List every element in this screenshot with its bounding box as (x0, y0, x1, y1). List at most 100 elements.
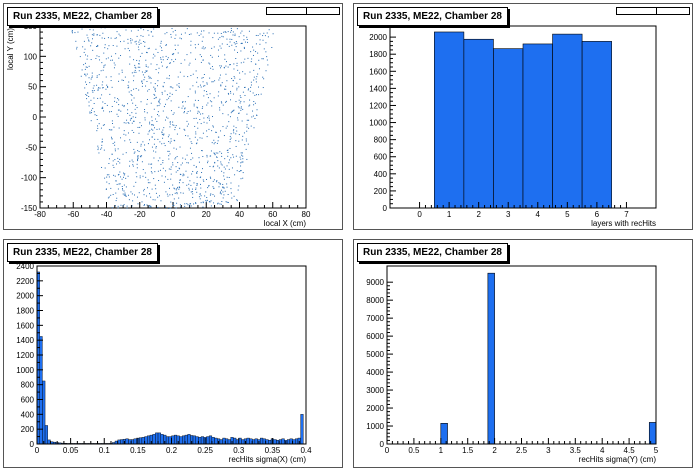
scatter-point (177, 44, 179, 46)
scatter-point (123, 172, 125, 174)
scatter-point (84, 73, 86, 75)
scatter-point (202, 113, 204, 115)
scatter-point (107, 86, 109, 88)
scatter-point (127, 38, 129, 40)
y-tick-label: 1400 (369, 84, 387, 93)
scatter-point (181, 107, 183, 109)
scatter-point (224, 190, 226, 192)
scatter-point (208, 115, 210, 117)
scatter-point (242, 108, 244, 110)
scatter-point (152, 57, 154, 59)
scatter-point (111, 153, 113, 155)
scatter-point (246, 126, 248, 128)
scatter-point (182, 157, 184, 159)
scatter-point (218, 186, 220, 188)
scatter-point (200, 187, 202, 189)
y-tick-label: 600 (21, 396, 35, 405)
scatter-point (129, 139, 131, 141)
chart-local-xy: -80 -60 -40 -20 0 20 40 60 80-150-100-5005010015… (6, 22, 311, 228)
pad-sigma-x: 0 0.05 0.1 0.15 0.2 0.25 0.3 0.35 0.4 0 200 400 600 8… (3, 239, 343, 468)
scatter-point (117, 205, 119, 207)
y-tick-label: 800 (21, 381, 35, 390)
scatter-point (221, 35, 223, 37)
scatter-point (221, 170, 223, 172)
scatter-point (195, 117, 197, 119)
histogram-bar (152, 434, 156, 445)
scatter-point (166, 67, 168, 69)
scatter-point (153, 143, 155, 145)
scatter-point (233, 132, 235, 134)
scatter-point (175, 148, 177, 150)
scatter-point (163, 134, 165, 136)
scatter-point (171, 53, 173, 55)
scatter-point (225, 31, 227, 33)
scatter-point (178, 197, 180, 199)
x-tick-label: 0 (171, 210, 176, 219)
scatter-point (153, 108, 155, 110)
scatter-point (120, 55, 122, 57)
scatter-point (218, 136, 220, 138)
scatter-point (220, 85, 222, 87)
scatter-point (156, 128, 158, 130)
scatter-point (240, 109, 242, 111)
scatter-point (217, 49, 219, 51)
scatter-point (127, 47, 129, 49)
scatter-point (153, 97, 155, 99)
scatter-point (173, 198, 175, 200)
scatter-point (201, 47, 203, 49)
scatter-point (137, 203, 139, 205)
scatter-point (168, 207, 170, 209)
scatter-point (116, 183, 118, 185)
scatter-point (195, 131, 197, 133)
scatter-point (131, 72, 133, 74)
y-axis-title: local Y (cm) (6, 28, 15, 70)
scatter-point (191, 142, 193, 144)
scatter-point (97, 44, 99, 46)
scatter-point (236, 199, 238, 201)
scatter-point (133, 120, 135, 122)
scatter-point (237, 189, 239, 191)
scatter-point (202, 179, 204, 181)
scatter-point (153, 178, 155, 180)
scatter-point (182, 175, 184, 177)
scatter-point (102, 69, 104, 71)
scatter-point (83, 64, 85, 66)
scatter-point (126, 205, 128, 207)
scatter-point (244, 86, 246, 88)
scatter-point (235, 127, 237, 129)
scatter-point (86, 34, 88, 36)
scatter-point (195, 70, 197, 72)
scatter-point (189, 138, 191, 140)
plot-frame (39, 25, 307, 209)
scatter-point (165, 191, 167, 193)
scatter-point (167, 136, 169, 138)
scatter-point (149, 182, 151, 184)
scatter-point (111, 86, 113, 88)
scatter-point (107, 37, 109, 39)
scatter-point (134, 64, 136, 66)
scatter-point (150, 167, 152, 169)
scatter-point (240, 50, 242, 52)
scatter-point (151, 116, 153, 118)
scatter-point (183, 75, 185, 77)
scatter-point (228, 93, 230, 95)
scatter-point (111, 138, 113, 140)
scatter-point (255, 78, 257, 80)
scatter-point (130, 40, 132, 42)
scatter-point (135, 116, 137, 118)
scatter-point (188, 64, 190, 66)
scatter-point (90, 120, 92, 122)
scatter-point (110, 187, 112, 189)
scatter-point (117, 148, 119, 150)
scatter-point (241, 120, 243, 122)
scatter-point (170, 168, 172, 170)
scatter-point (255, 63, 257, 65)
scatter-point (212, 186, 214, 188)
scatter-point (196, 183, 198, 185)
scatter-point (92, 107, 94, 109)
scatter-point (229, 38, 231, 40)
scatter-point (230, 31, 232, 33)
scatter-point (85, 81, 87, 83)
scatter-point (136, 196, 138, 198)
scatter-point (150, 31, 152, 33)
